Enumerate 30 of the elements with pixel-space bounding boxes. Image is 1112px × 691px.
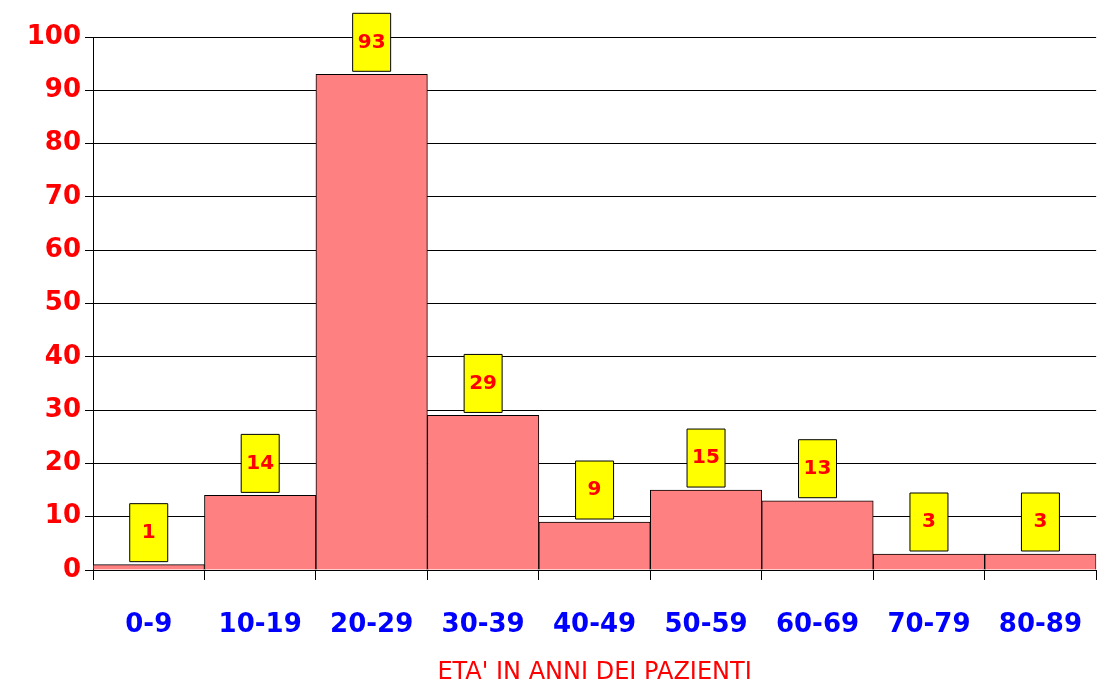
y-tick-label: 10: [44, 499, 81, 530]
y-tick-label: 40: [44, 339, 81, 370]
data-label: 93: [357, 28, 386, 53]
y-tick-label: 70: [44, 179, 81, 210]
y-tick-label: 30: [44, 392, 81, 423]
x-tick-label: 60-69: [775, 608, 860, 639]
y-tick-label: 100: [26, 19, 81, 50]
y-tick-label: 90: [44, 73, 81, 104]
x-tick-label: 20-29: [330, 608, 414, 639]
x-tick-label: 40-49: [553, 608, 637, 639]
x-tick-label: 0-9: [125, 608, 173, 639]
x-axis-title: ETA' IN ANNI DEI PAZIENTI: [437, 656, 752, 685]
data-label: 15: [692, 444, 720, 469]
data-label: 9: [587, 476, 602, 501]
y-tick-label: 60: [44, 232, 81, 263]
x-tick-label: 70-79: [887, 608, 971, 639]
x-tick-label: 30-39: [441, 608, 525, 639]
x-tick-label: 80-89: [998, 608, 1082, 639]
data-label: 14: [246, 449, 275, 474]
y-tick-label: 20: [44, 446, 81, 477]
y-tick-label: 50: [44, 286, 81, 317]
y-tick-label: 0: [62, 552, 81, 583]
y-tick-label: 80: [44, 126, 81, 157]
data-label: 1: [141, 518, 156, 543]
x-tick-label: 50-59: [664, 608, 748, 639]
x-tick-label: 10-19: [218, 608, 302, 639]
data-label: 3: [922, 508, 936, 533]
data-label: 29: [469, 369, 498, 394]
data-label: 3: [1033, 508, 1048, 533]
data-label: 13: [803, 454, 832, 479]
